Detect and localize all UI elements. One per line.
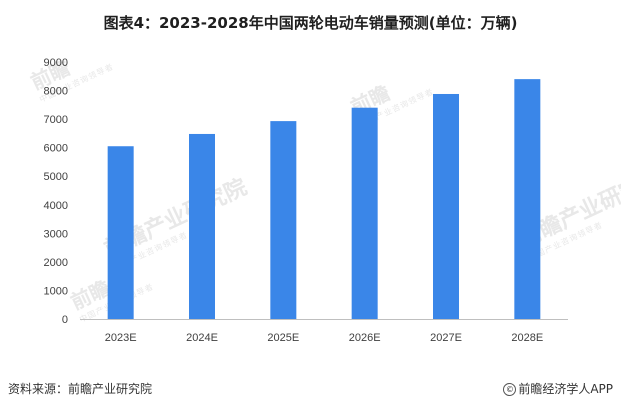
y-tick-label: 1000: [44, 285, 68, 297]
x-tick-label: 2024E: [186, 332, 218, 344]
source-note: 资料来源：前瞻产业研究院: [8, 382, 153, 396]
y-tick-label: 7000: [44, 114, 68, 126]
x-tick-label: 2027E: [430, 332, 462, 344]
y-tick-label: 4000: [44, 200, 68, 212]
bar-2023E: [107, 146, 134, 319]
bar-2024E: [189, 133, 215, 319]
copyright-icon: ©: [503, 383, 517, 396]
credit-note: © 前瞻经济学人APP: [503, 380, 613, 397]
y-tick-label: 9000: [44, 57, 68, 69]
y-tick-label: 5000: [44, 171, 68, 183]
bar-2027E: [433, 93, 459, 319]
x-axis: 2023E 2024E 2025E 2026E 2027E 2028E: [105, 332, 543, 344]
y-tick-label: 3000: [44, 228, 68, 240]
bar-chart: 0 1000 2000 3000 4000 5000 6000 7000 8000 9000 20…: [44, 57, 568, 344]
y-tick-label: 8000: [44, 86, 68, 98]
bars: [107, 79, 541, 319]
y-tick-label: 6000: [44, 143, 68, 155]
footer: 资料来源：前瞻产业研究院 © 前瞻经济学人APP: [8, 380, 613, 398]
y-axis: 0 1000 2000 3000 4000 5000 6000 7000 8000 9000: [44, 57, 68, 326]
bar-2025E: [270, 121, 297, 319]
chart-title: 图表4：2023-2028年中国两轮电动车销量预测(单位：万辆): [103, 14, 518, 32]
bar-2026E: [351, 107, 378, 319]
x-tick-label: 2028E: [511, 332, 543, 344]
x-tick-label: 2023E: [105, 332, 137, 344]
x-tick-label: 2025E: [267, 332, 299, 344]
bar-2028E: [514, 79, 541, 319]
y-tick-label: 0: [62, 314, 68, 326]
x-tick-label: 2026E: [349, 332, 381, 344]
credit-text: 前瞻经济学人APP: [518, 382, 613, 396]
y-tick-label: 2000: [44, 257, 68, 269]
